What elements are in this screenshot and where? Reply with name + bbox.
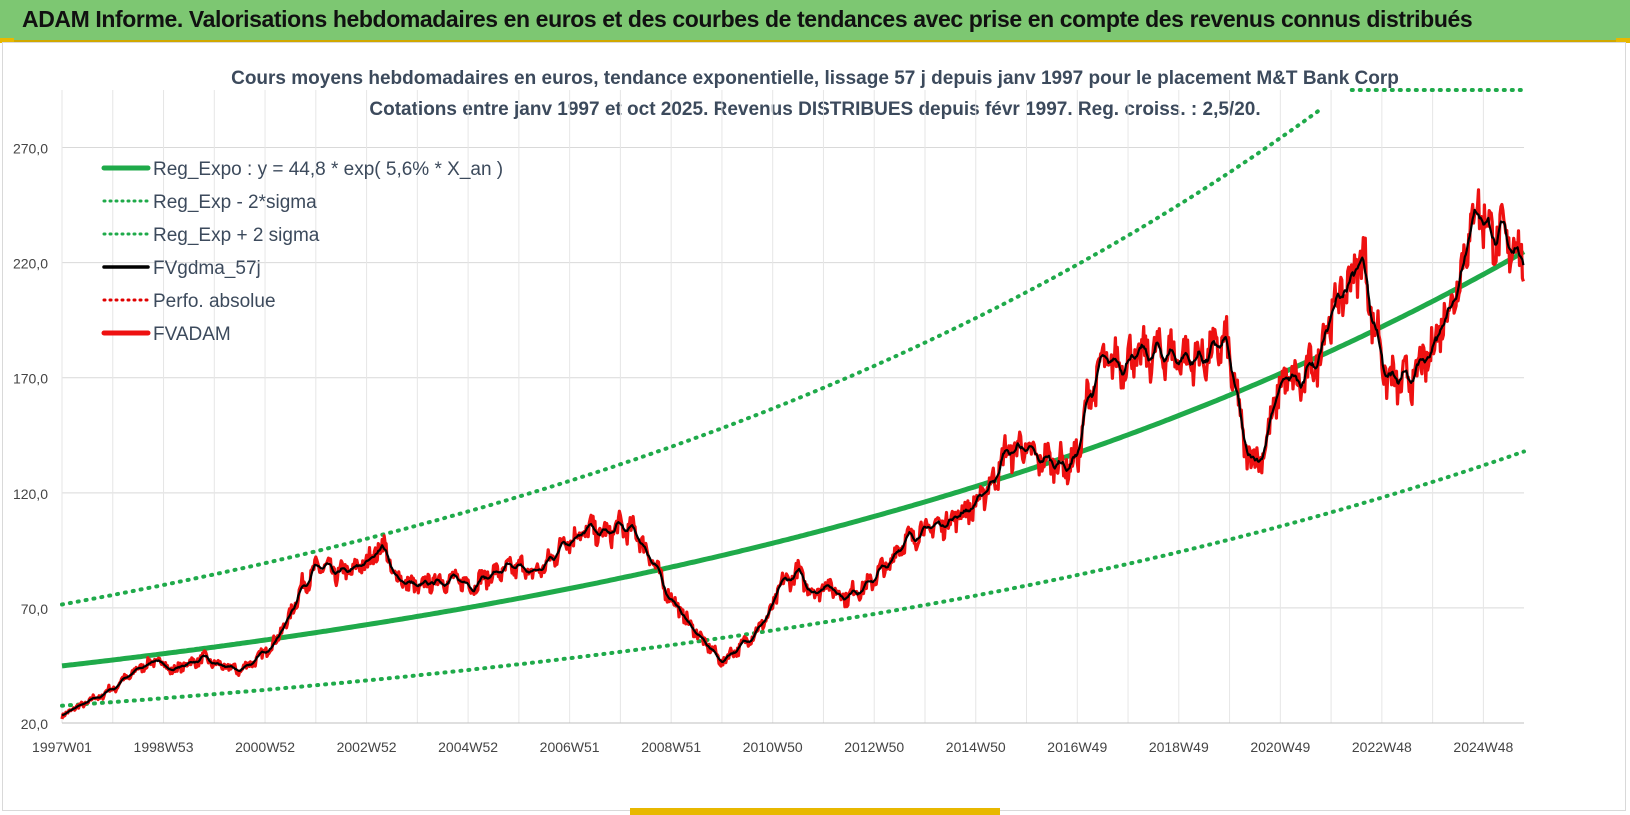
y-tick-label: 220,0 xyxy=(13,256,48,272)
chart-subtitle: Cotations entre janv 1997 et oct 2025. R… xyxy=(369,99,1261,120)
series-line-fvadam xyxy=(60,188,1525,720)
report-title: ADAM Informe. Valorisations hebdomadaire… xyxy=(22,6,1473,32)
bottom-accent-bar xyxy=(630,808,1000,815)
y-tick-label: 20,0 xyxy=(21,716,48,732)
y-tick-label: 170,0 xyxy=(13,371,48,387)
y-tick-label: 270,0 xyxy=(13,141,48,157)
chart-title: Cours moyens hebdomadaires en euros, ten… xyxy=(231,68,1399,89)
x-tick-label: 2020W49 xyxy=(1250,739,1310,755)
legend-label: Reg_Exp - 2*sigma xyxy=(153,192,317,213)
x-tick-label: 2010W50 xyxy=(743,739,803,755)
series-line-reg-expo xyxy=(61,249,1526,669)
legend-label: Perfo. absolue xyxy=(153,291,276,312)
series-line-fvgdma-57j xyxy=(61,208,1525,717)
y-tick-label: 120,0 xyxy=(13,486,48,502)
legend-label: FVADAM xyxy=(153,324,231,345)
x-tick-label: 2000W52 xyxy=(235,739,295,755)
legend-label: Reg_Expo : y = 44,8 * exp( 5,6% * X_an ) xyxy=(153,159,503,180)
report-banner: ADAM Informe. Valorisations hebdomadaire… xyxy=(0,0,1630,42)
x-tick-label: 1998W53 xyxy=(134,739,194,755)
legend-label: Reg_Exp + 2 sigma xyxy=(153,225,320,246)
x-tick-label: 2002W52 xyxy=(337,739,397,755)
x-tick-label: 2004W52 xyxy=(438,739,498,755)
x-tick-label: 2016W49 xyxy=(1047,739,1107,755)
x-tick-label: 2012W50 xyxy=(844,739,904,755)
banner-corner-right xyxy=(1616,38,1630,43)
x-tick-label: 2014W50 xyxy=(946,739,1006,755)
x-tick-label: 2008W51 xyxy=(641,739,701,755)
x-tick-label: 2024W48 xyxy=(1453,739,1513,755)
series-line-reg-exp-minus-2-sigma xyxy=(60,449,1526,708)
banner-corner-left xyxy=(0,38,14,43)
x-tick-label: 2022W48 xyxy=(1352,739,1412,755)
x-tick-label: 2018W49 xyxy=(1149,739,1209,755)
x-tick-label: 1997W01 xyxy=(32,739,92,755)
legend-label: FVgdma_57j xyxy=(153,258,261,279)
series-line-reg-exp-plus-2-sigma xyxy=(60,88,1526,607)
x-tick-label: 2006W51 xyxy=(540,739,600,755)
y-tick-label: 70,0 xyxy=(21,601,48,617)
